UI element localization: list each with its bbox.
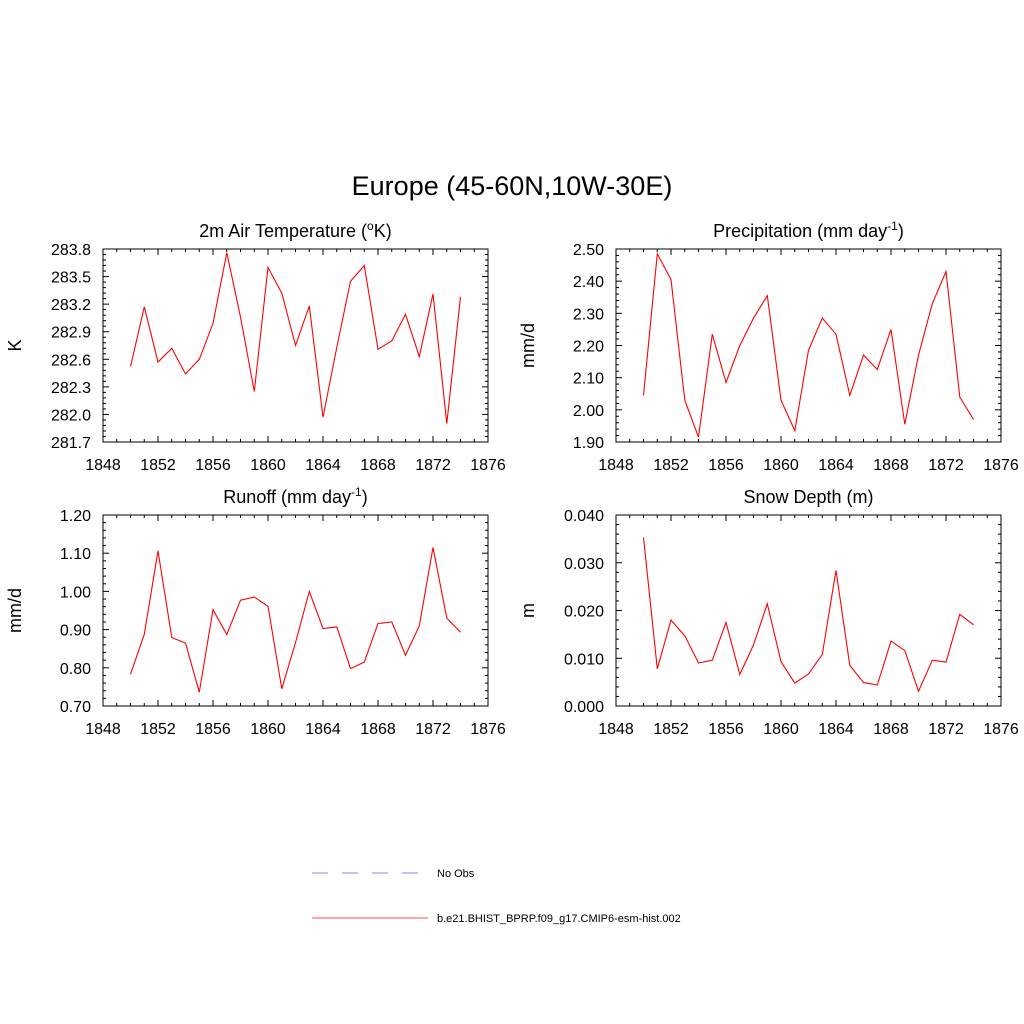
- plot-frame: [102, 514, 489, 707]
- chart-runoff-mm-day-1: 1848 1852 1856 1860 1864 1868 1872 1876 0.70 0.80…: [5, 485, 506, 738]
- panel-title: 2m Air Temperature (oK): [199, 219, 391, 241]
- y-tick-label: 282.3: [51, 380, 91, 397]
- y-tick-label: 0.70: [60, 699, 91, 716]
- y-tick-label: 1.20: [60, 508, 91, 525]
- panel-title: Precipitation (mm day-1): [713, 219, 904, 241]
- legend: No Obs b.e21.BHIST_BPRP.f09_g17.CMIP6-es…: [312, 868, 681, 925]
- y-tick-label: 2.00: [573, 403, 604, 420]
- y-tick-label: 283.8: [51, 242, 91, 259]
- panel-title: Runoff (mm day-1): [223, 485, 367, 507]
- x-tick-label: 1868: [360, 457, 396, 474]
- y-tick-label: 0.040: [564, 508, 604, 525]
- x-tick-label: 1848: [598, 721, 634, 738]
- x-tick-label: 1864: [818, 721, 854, 738]
- x-tick-label: 1864: [305, 457, 341, 474]
- x-tick-label: 1872: [928, 721, 964, 738]
- y-tick-label: 1.10: [60, 546, 91, 563]
- y-tick-label: 1.00: [60, 584, 91, 601]
- y-tick-label: 0.020: [564, 604, 604, 621]
- chart-2m-air-temperature-ok: 1848 1852 1856 1860 1864 1868 1872 1876 281.7 282…: [5, 219, 506, 474]
- chart-precipitation-mm-day-1: 1848 1852 1856 1860 1864 1868 1872 1876 1.90 2.00…: [518, 219, 1019, 474]
- y-tick-label: 0.000: [564, 699, 604, 716]
- x-tick-label: 1856: [195, 721, 231, 738]
- x-tick-label: 1856: [195, 457, 231, 474]
- x-tick-label: 1848: [85, 721, 121, 738]
- x-tick-label: 1848: [85, 457, 121, 474]
- x-tick-label: 1868: [873, 457, 909, 474]
- y-tick-label: 283.2: [51, 297, 91, 314]
- x-tick-label: 1864: [305, 721, 341, 738]
- y-tick-label: 281.7: [51, 435, 91, 452]
- y-axis-label: m: [518, 603, 538, 618]
- chart-snow-depth-m: 1848 1852 1856 1860 1864 1868 1872 1876 0.000 0.0…: [518, 487, 1019, 738]
- x-tick-label: 1856: [708, 457, 744, 474]
- legend-label-no-obs: No Obs: [437, 868, 475, 880]
- x-tick-label: 1852: [140, 457, 176, 474]
- y-axis-label: mm/d: [5, 588, 25, 633]
- series-line: [129, 252, 462, 424]
- y-tick-label: 2.10: [573, 371, 604, 388]
- y-tick-label: 282.9: [51, 325, 91, 342]
- x-tick-label: 1848: [598, 457, 634, 474]
- series-line: [129, 547, 461, 693]
- x-tick-label: 1860: [763, 457, 799, 474]
- y-tick-label: 283.5: [51, 270, 91, 287]
- x-tick-label: 1860: [250, 721, 286, 738]
- series-line: [642, 251, 974, 438]
- x-tick-label: 1872: [415, 721, 451, 738]
- x-tick-label: 1872: [928, 457, 964, 474]
- y-tick-label: 0.010: [564, 651, 604, 668]
- x-tick-label: 1852: [653, 721, 689, 738]
- panels: 1848 1852 1856 1860 1864 1868 1872 1876 281.7 282…: [5, 219, 1019, 738]
- x-tick-label: 1872: [415, 457, 451, 474]
- y-axis-label: K: [5, 339, 25, 351]
- x-tick-label: 1856: [708, 721, 744, 738]
- series-line: [642, 537, 974, 693]
- y-tick-label: 1.90: [573, 435, 604, 452]
- y-tick-label: 2.30: [573, 306, 604, 323]
- y-tick-label: 2.40: [573, 274, 604, 291]
- y-axis-label: mm/d: [518, 323, 538, 368]
- x-tick-label: 1876: [983, 721, 1019, 738]
- y-tick-label: 0.030: [564, 556, 604, 573]
- y-tick-label: 0.80: [60, 661, 91, 678]
- plot-frame: [615, 514, 1002, 707]
- y-tick-label: 282.0: [51, 407, 91, 424]
- x-tick-label: 1876: [983, 457, 1019, 474]
- x-tick-label: 1868: [360, 721, 396, 738]
- x-tick-label: 1860: [250, 457, 286, 474]
- panel-title: Snow Depth (m): [743, 487, 873, 507]
- y-tick-label: 2.20: [573, 339, 604, 356]
- legend-label-model: b.e21.BHIST_BPRP.f09_g17.CMIP6-esm-hist.…: [437, 913, 681, 925]
- x-tick-label: 1868: [873, 721, 909, 738]
- y-tick-label: 2.50: [573, 242, 604, 259]
- x-tick-label: 1852: [140, 721, 176, 738]
- x-tick-label: 1876: [470, 721, 506, 738]
- x-tick-label: 1876: [470, 457, 506, 474]
- figure-title: Europe (45-60N,10W-30E): [352, 171, 673, 201]
- y-tick-label: 282.6: [51, 352, 91, 369]
- x-tick-label: 1864: [818, 457, 854, 474]
- x-tick-label: 1860: [763, 721, 799, 738]
- y-tick-label: 0.90: [60, 623, 91, 640]
- x-tick-label: 1852: [653, 457, 689, 474]
